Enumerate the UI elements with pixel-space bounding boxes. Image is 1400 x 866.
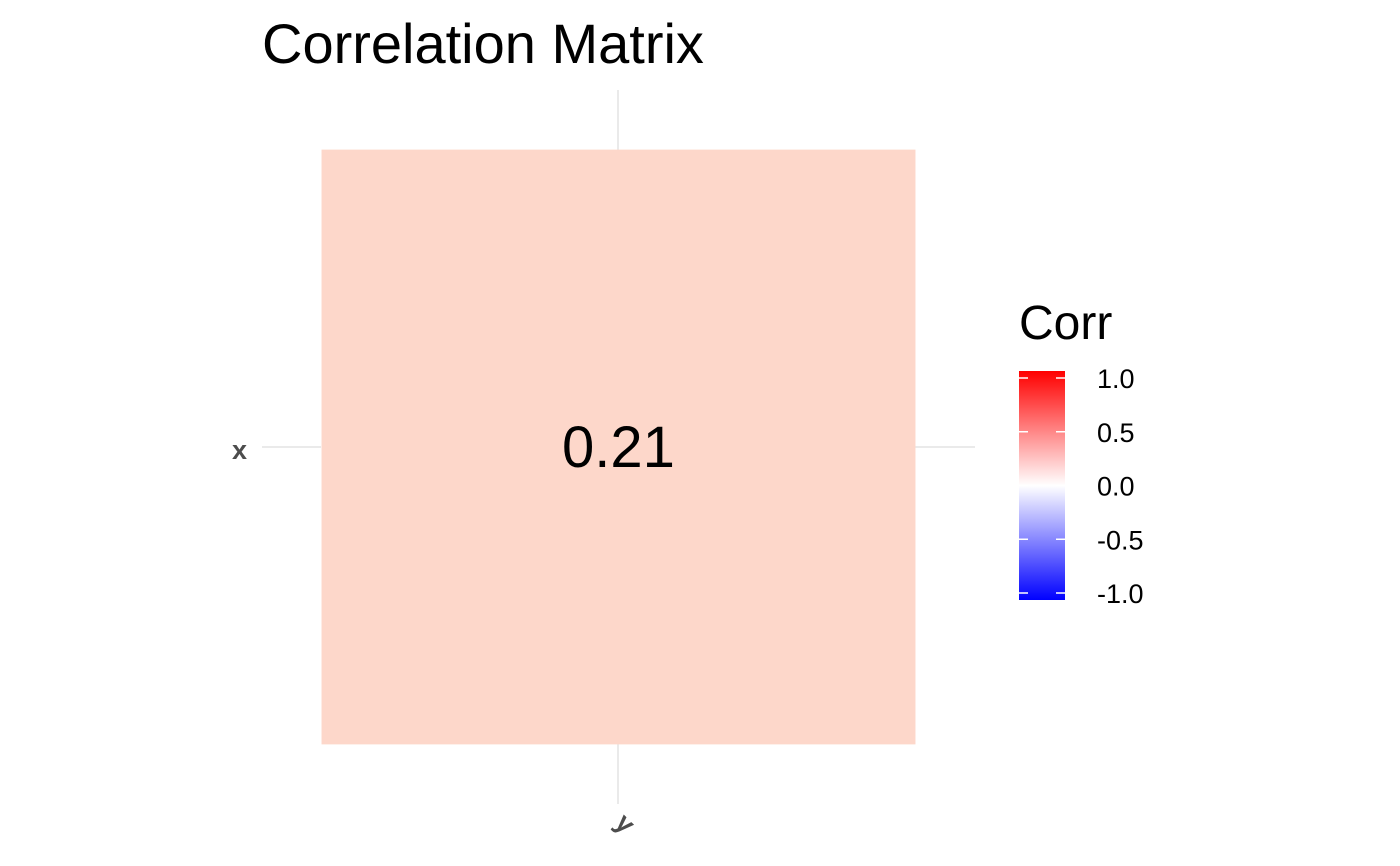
legend-break-label: -1.0: [1097, 579, 1144, 609]
heatmap-cells: 0.21: [321, 149, 916, 745]
x-tick-label: y: [609, 807, 641, 839]
chart-title: Correlation Matrix: [262, 12, 704, 75]
legend-breaks: 1.0 0.5 0.0 -0.5 -1.0: [1019, 364, 1144, 609]
legend-break-label: 0.5: [1097, 418, 1135, 448]
legend: Corr 1.0 0.5 0.0 -0.5 -1.0: [1019, 297, 1144, 609]
legend-title: Corr: [1019, 297, 1112, 350]
cell-value-label: 0.21: [562, 415, 675, 480]
y-tick-label: x: [232, 435, 247, 465]
legend-break-label: -0.5: [1097, 525, 1144, 555]
heatmap-cell: [321, 149, 916, 745]
legend-break-label: 0.0: [1097, 472, 1135, 502]
legend-break-label: 1.0: [1097, 364, 1135, 394]
grid-lines: [262, 90, 975, 804]
